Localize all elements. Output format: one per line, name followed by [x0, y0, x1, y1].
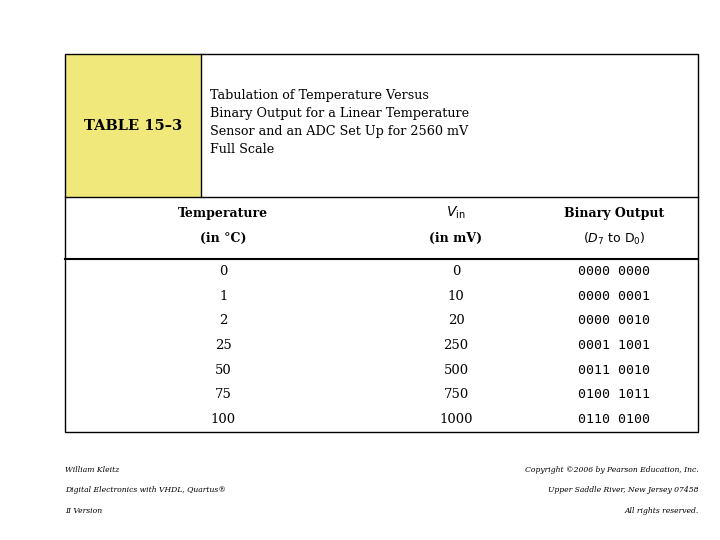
Text: 0001 1001: 0001 1001: [578, 339, 650, 352]
Text: 250: 250: [444, 339, 469, 352]
Text: Digital Electronics with VHDL, Quartus®: Digital Electronics with VHDL, Quartus®: [65, 486, 225, 494]
Text: Tabulation of Temperature Versus
Binary Output for a Linear Temperature
Sensor a: Tabulation of Temperature Versus Binary …: [210, 89, 469, 157]
Text: (in °C): (in °C): [200, 232, 246, 246]
Text: 100: 100: [211, 413, 235, 426]
Text: TABLE 15–3: TABLE 15–3: [84, 119, 182, 132]
Bar: [65, 54, 201, 197]
Text: 50: 50: [215, 364, 232, 377]
Text: 25: 25: [215, 339, 232, 352]
Text: $V_{\rm in}$: $V_{\rm in}$: [446, 205, 466, 221]
Text: 20: 20: [448, 314, 464, 327]
Text: 1000: 1000: [439, 413, 473, 426]
Text: 0000 0001: 0000 0001: [578, 290, 650, 303]
Text: 75: 75: [215, 388, 232, 401]
Text: $(D_7\ \rm{to}\ D_0)$: $(D_7\ \rm{to}\ D_0)$: [583, 231, 646, 247]
Text: Temperature: Temperature: [178, 206, 269, 220]
Text: 0011 0010: 0011 0010: [578, 364, 650, 377]
Text: 10: 10: [448, 290, 464, 303]
Text: 0000 0010: 0000 0010: [578, 314, 650, 327]
Bar: [65, 54, 698, 432]
Text: 0: 0: [452, 265, 460, 278]
Text: 0100 1011: 0100 1011: [578, 388, 650, 401]
Text: II Version: II Version: [65, 507, 102, 515]
Text: Copyright ©2006 by Pearson Education, Inc.: Copyright ©2006 by Pearson Education, In…: [525, 465, 698, 474]
Text: Upper Saddle River, New Jersey 07458: Upper Saddle River, New Jersey 07458: [548, 486, 698, 494]
Text: 0000 0000: 0000 0000: [578, 265, 650, 278]
Text: 0: 0: [219, 265, 228, 278]
Text: Binary Output: Binary Output: [564, 206, 665, 220]
Text: 1: 1: [219, 290, 228, 303]
Text: 2: 2: [219, 314, 228, 327]
Text: 750: 750: [444, 388, 469, 401]
Text: All rights reserved.: All rights reserved.: [624, 507, 698, 515]
Text: (in mV): (in mV): [430, 232, 482, 246]
Text: William Kleitz: William Kleitz: [65, 465, 119, 474]
Text: 0110 0100: 0110 0100: [578, 413, 650, 426]
Text: 500: 500: [444, 364, 469, 377]
